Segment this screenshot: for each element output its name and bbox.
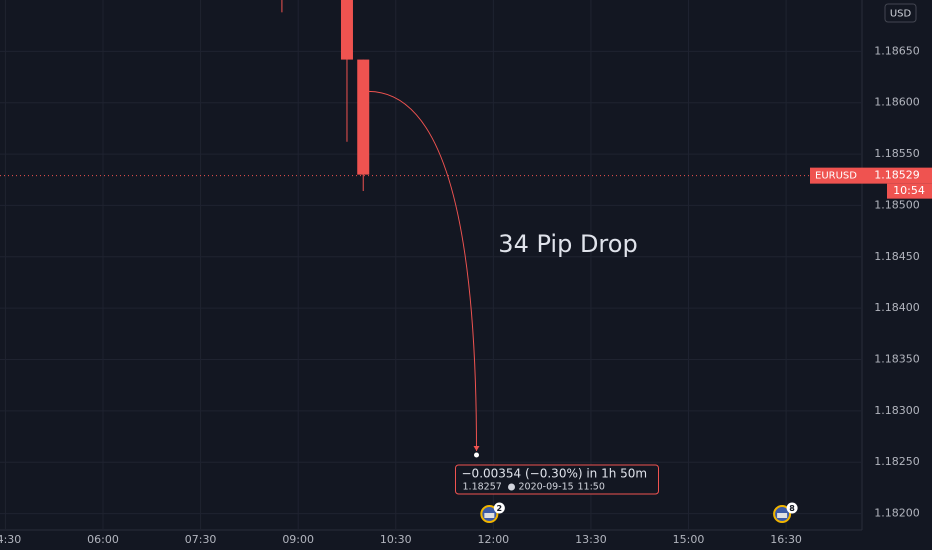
symbol-label-bg [810, 167, 862, 184]
x-tick-label: 15:00 [673, 533, 705, 546]
measure-point [474, 452, 480, 458]
y-tick-label: 1.18400 [874, 301, 920, 314]
y-tick-label: 1.18350 [874, 352, 920, 365]
y-tick-label: 1.18500 [874, 198, 920, 211]
event-badge [493, 502, 505, 514]
last-price-label: 1.18529 [874, 169, 920, 182]
y-tick-label: 1.18300 [874, 404, 920, 417]
y-tick-label: 1.18450 [874, 250, 920, 263]
arrow-head [473, 446, 480, 452]
x-tick-label: 16:30 [770, 533, 802, 546]
event-count: 8 [789, 504, 795, 513]
x-tick-label: 12:00 [477, 533, 509, 546]
measure-date: 2020-09-15 [519, 482, 574, 493]
measure-price: 1.18257 [463, 482, 502, 493]
event-flag [484, 513, 495, 518]
y-tick-label: 1.18600 [874, 96, 920, 109]
currency[interactable]: USD [890, 9, 912, 20]
clock-icon [508, 483, 516, 491]
event-flag [777, 513, 788, 518]
measure-change: −0.00354 (−0.30%) in 1h 50m [462, 467, 648, 481]
x-tick-label: 06:00 [87, 533, 119, 546]
event-badge [786, 502, 798, 514]
x-tick-label: 07:30 [185, 533, 217, 546]
x-tick-label: 10:30 [380, 533, 412, 546]
symbol-label: EURUSD [815, 171, 857, 182]
annotation: 34 Pip Drop [498, 230, 637, 258]
last-price-bg [862, 167, 932, 184]
candle-body [340, 0, 353, 60]
y-tick-label: 1.18650 [874, 44, 920, 57]
x-tick-label: 04:30 [0, 533, 21, 546]
event-count: 2 [497, 504, 503, 513]
x-tick-label: 13:30 [575, 533, 607, 546]
y-tick-label: 1.18550 [874, 147, 920, 160]
x-tick-label: 09:00 [282, 533, 314, 546]
y-tick-label: 1.18200 [874, 507, 920, 520]
countdown-bg [887, 183, 932, 199]
y-tick-label: 1.18250 [874, 455, 920, 468]
currency-button[interactable] [884, 3, 917, 23]
measure-curve [368, 90, 478, 452]
measure-time: 11:50 [578, 482, 605, 493]
measure-box [455, 464, 660, 495]
countdown: 10:54 [893, 184, 925, 197]
candle-body [357, 59, 370, 175]
